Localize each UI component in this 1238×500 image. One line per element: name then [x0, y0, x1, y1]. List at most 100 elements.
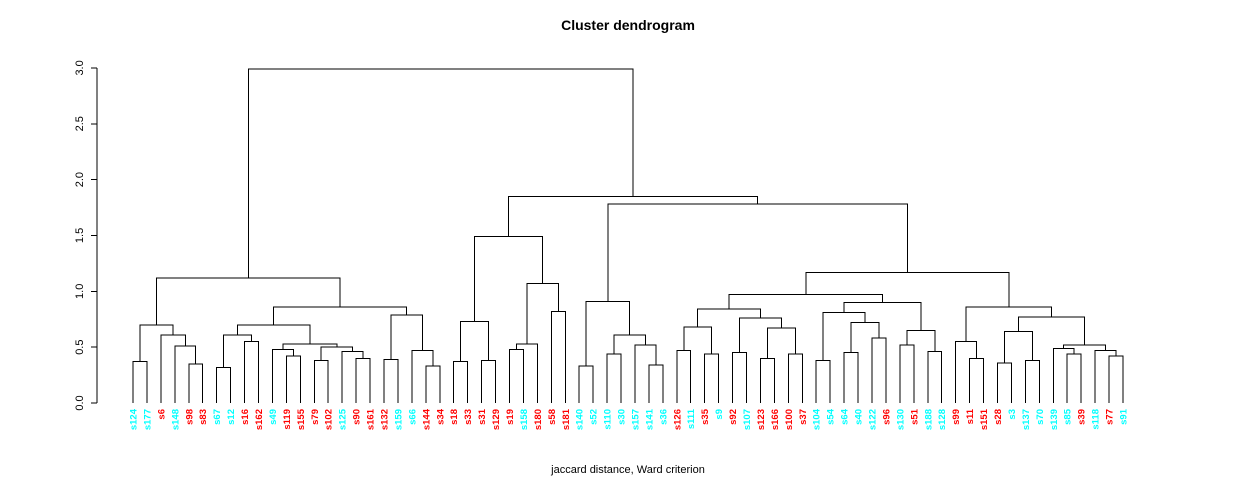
leaf-label: s54 — [826, 408, 837, 425]
merge-link — [139, 324, 174, 362]
merge-link — [805, 271, 1010, 307]
y-tick-label: 1.5 — [74, 228, 86, 243]
leaf-label: s126 — [672, 409, 683, 430]
leaf-label: s52 — [589, 409, 600, 425]
merge-link — [247, 68, 634, 278]
merge-link — [899, 344, 915, 403]
y-tick-label: 2.5 — [74, 116, 86, 131]
merge-link — [850, 322, 880, 353]
merge-link — [271, 348, 294, 403]
leaf-label: s30 — [617, 409, 628, 425]
leaf-label: s102 — [324, 409, 335, 430]
leaf-label: s188 — [923, 409, 934, 430]
merge-link — [732, 352, 748, 403]
leaf-label: s12 — [226, 409, 237, 425]
merge-link — [606, 353, 622, 403]
leaf-label: s104 — [812, 408, 823, 430]
merge-link — [1094, 350, 1117, 403]
merge-link — [739, 317, 782, 353]
leaf-label: s137 — [1021, 409, 1032, 430]
merge-link — [843, 352, 859, 403]
merge-link — [955, 341, 978, 403]
leaf-label: s16 — [240, 409, 251, 425]
leaf-label: s155 — [296, 408, 307, 430]
merge-link — [282, 343, 338, 350]
leaf-label: s6 — [156, 409, 167, 420]
leaf-label: s51 — [909, 408, 920, 425]
merge-link — [704, 353, 720, 403]
chart-caption: jaccard distance, Ward criterion — [550, 464, 705, 476]
merge-link — [320, 346, 354, 361]
leaf-label: s90 — [352, 409, 363, 425]
leaf-label: s159 — [393, 409, 404, 430]
y-tick-label: 0.5 — [74, 340, 86, 355]
merge-link — [156, 277, 341, 325]
merge-link — [585, 300, 631, 367]
leaf-label: s148 — [170, 409, 181, 430]
leaf-label: s162 — [254, 409, 265, 430]
merge-link — [906, 329, 936, 352]
merge-link — [676, 350, 692, 403]
leaf-label: s139 — [1049, 409, 1060, 430]
leaf-label: s3 — [1007, 409, 1018, 420]
merge-link — [648, 364, 664, 403]
merge-link — [1052, 347, 1075, 403]
merge-link — [237, 324, 311, 344]
leaf-label: s123 — [756, 409, 767, 430]
leaf-label: s79 — [310, 409, 321, 425]
merge-link — [759, 357, 775, 403]
merge-link — [188, 363, 204, 403]
merge-link — [1024, 360, 1040, 403]
leaf-label: s181 — [561, 408, 572, 430]
merge-link — [411, 350, 434, 403]
leaf-label: s118 — [1091, 409, 1102, 430]
leaf-label: s124 — [129, 408, 140, 430]
merge-link — [515, 343, 538, 403]
leaf-label: s141 — [644, 408, 655, 430]
leaf-label: s99 — [951, 409, 962, 425]
leaf-label: s100 — [784, 409, 795, 430]
merge-link — [1063, 344, 1107, 351]
leaf-label: s158 — [519, 409, 530, 430]
leaf-label: s111 — [686, 408, 697, 429]
merge-link — [871, 337, 887, 403]
merge-link — [843, 301, 922, 331]
merge-link — [550, 310, 566, 403]
merge-link — [481, 360, 497, 403]
leaf-label: s18 — [449, 409, 460, 425]
leaf-label: s180 — [533, 409, 544, 430]
chart-title: Cluster dendrogram — [561, 17, 695, 33]
leaf-label: s129 — [491, 409, 502, 430]
leaf-label: s125 — [338, 408, 349, 430]
merge-link — [997, 362, 1012, 403]
leaf-label: s85 — [1063, 408, 1074, 425]
merge-link — [969, 357, 985, 403]
leaf-label: s35 — [700, 408, 711, 425]
merge-link — [508, 195, 759, 237]
leaf-label: s19 — [505, 409, 516, 425]
leaf-label: s166 — [770, 409, 781, 430]
leaf-label: s98 — [184, 409, 195, 425]
leaf-label: s58 — [547, 409, 558, 425]
merge-link — [383, 358, 399, 403]
leaf-label: s91 — [1119, 408, 1130, 425]
leaf-label: s177 — [142, 409, 153, 430]
merge-link — [1066, 353, 1082, 403]
leaf-label: s144 — [421, 408, 432, 430]
leaf-label: s83 — [198, 409, 209, 425]
leaf-label: s37 — [798, 409, 809, 425]
merge-link — [508, 348, 524, 403]
leaf-label: s67 — [212, 409, 223, 425]
leaf-label: s132 — [379, 409, 390, 430]
leaf-label: s130 — [895, 409, 906, 430]
leaf-label: s28 — [993, 409, 1004, 425]
merge-link — [1108, 355, 1124, 403]
merge-link — [474, 236, 544, 322]
leaf-label: s96 — [881, 409, 892, 425]
y-tick-label: 0.0 — [74, 395, 86, 410]
merge-link — [425, 365, 441, 403]
leaf-label: s92 — [728, 409, 739, 425]
leaf-label: s119 — [282, 409, 293, 430]
merge-link — [1003, 331, 1033, 363]
leaf-label: s9 — [714, 409, 725, 420]
